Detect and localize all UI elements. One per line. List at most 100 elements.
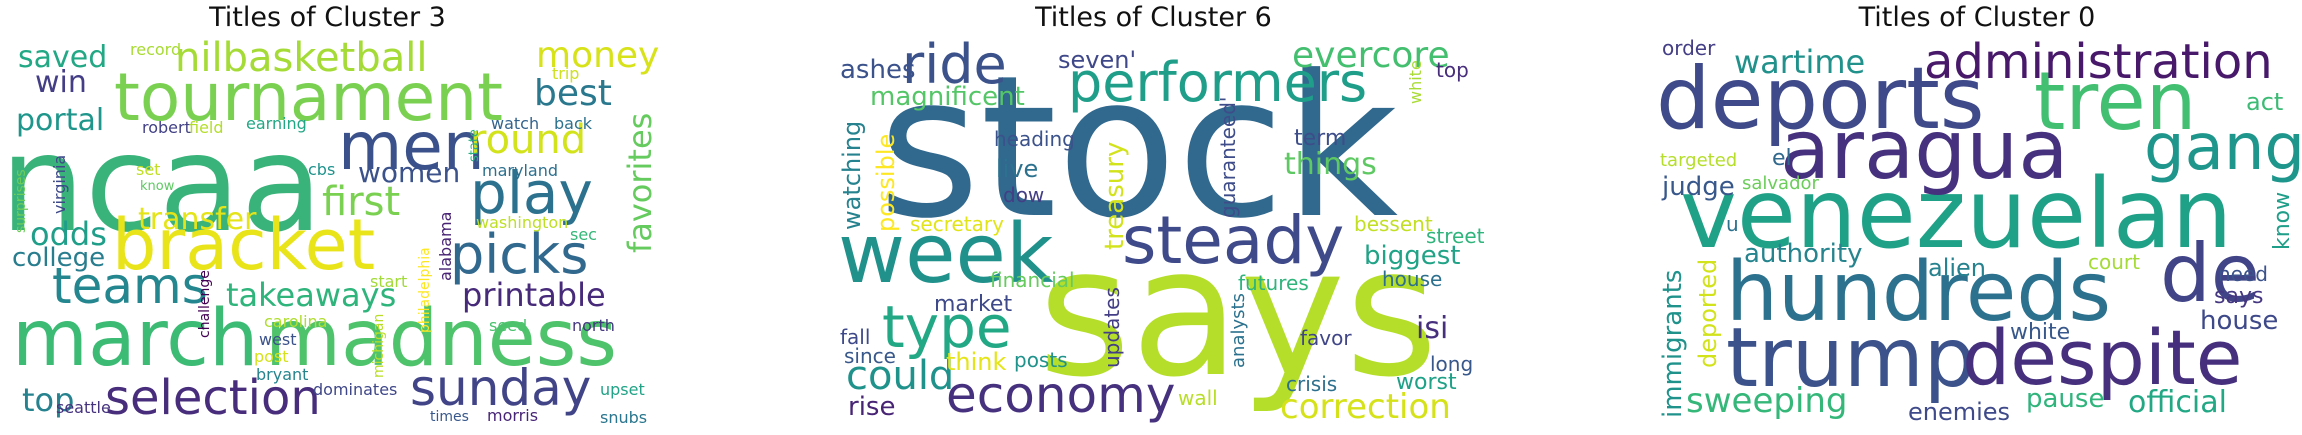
cloud-word: house [2200, 306, 2279, 336]
cloud-word: updates [1100, 287, 1124, 368]
cloud-word: portal [16, 103, 105, 138]
cloud-word: treasury [1100, 141, 1130, 250]
cloud-word: biggest [1364, 241, 1461, 271]
cloud-word: venezuelan [1680, 158, 2233, 270]
cloud-word: west [259, 330, 297, 349]
cloud-word: march [12, 294, 259, 384]
cloud-word: seed [489, 316, 528, 335]
cloud-word: first [322, 179, 401, 225]
cloud-word: start [370, 272, 408, 291]
cloud-word: saved [18, 40, 108, 75]
cloud-word: cbs [308, 160, 336, 179]
cloud-word: house [1382, 267, 1443, 291]
cloud-word: guaranteed' [1216, 96, 1240, 218]
cloud-word: salvador [1742, 173, 1819, 194]
cloud-word: official [2128, 385, 2227, 420]
cloud-word: administration [1924, 34, 2273, 90]
cloud-word: secretary [910, 212, 1004, 236]
cloud-word: michigan [371, 313, 387, 378]
cloud-word: magnificent [870, 82, 1025, 112]
cloud-word: carolina [264, 312, 328, 331]
cloud-word: philadelphia [417, 247, 433, 333]
cloud-word: ashes [840, 55, 916, 85]
cloud-word: correction [1280, 387, 1451, 427]
wordcloud-panel-cluster-3: Titles of Cluster 3 ncaa march madness t… [0, 0, 659, 435]
cloud-word: says [1038, 209, 1438, 416]
panel-title: Titles of Cluster 0 [1858, 2, 2096, 33]
cloud-word: says [2214, 284, 2264, 309]
cloud-word: need [2218, 262, 2268, 286]
cloud-word: watch [491, 114, 540, 133]
cloud-word: bryant [256, 365, 309, 384]
cloud-word: top [1436, 58, 1469, 82]
cloud-word: selection [105, 370, 321, 426]
wordcloud-panel-cluster-0: Titles of Cluster 0 venezuelan deports t… [1652, 0, 2302, 435]
cloud-word: field [189, 118, 224, 137]
cloud-word: challenge [197, 270, 213, 338]
cloud-word: pause [2026, 384, 2105, 414]
cloud-word: term [1294, 126, 1347, 151]
cloud-word: type [882, 293, 1012, 361]
cloud-word: gang [2144, 111, 2302, 185]
cloud-word: stock [878, 34, 1399, 262]
cloud-word: white [2010, 320, 2071, 345]
cloud-word: despite [1962, 313, 2243, 402]
cloud-word: earning [246, 114, 307, 133]
cloud-word: back [554, 114, 593, 133]
cloud-word: know [140, 179, 175, 194]
panel-title: Titles of Cluster 3 [209, 2, 446, 33]
word-cloud: ncaa march madness tournament bracket me… [0, 38, 659, 430]
cloud-word: snubs [600, 408, 648, 427]
cloud-word: morris [487, 406, 539, 425]
cloud-word: isi [1416, 311, 1449, 346]
cloud-word: record [130, 40, 182, 59]
cloud-word: teams [52, 257, 208, 315]
cloud-word: alien [1928, 254, 1987, 282]
cloud-word: madness [265, 294, 617, 384]
cloud-word: things [1284, 147, 1377, 182]
cloud-word: times [430, 409, 469, 425]
panel-title: Titles of Cluster 6 [1035, 2, 1272, 33]
cloud-word: hundreds [1726, 245, 2112, 340]
cloud-word: judge [1662, 172, 1735, 202]
cloud-word: north [572, 316, 615, 335]
cloud-word: worst [1396, 370, 1457, 395]
cloud-word: know [2270, 191, 2295, 250]
cloud-word: favor [1300, 326, 1352, 350]
cloud-word: round [470, 117, 587, 163]
cloud-word: dominates [313, 380, 398, 399]
cloud-word: takeaways [226, 276, 397, 314]
cloud-word: deported [1694, 258, 1722, 368]
cloud-word: could [846, 353, 955, 399]
cloud-word: white [1406, 60, 1425, 104]
cloud-word: long [1430, 352, 1474, 376]
cloud-word: watching [838, 120, 866, 230]
cloud-word: surprises [13, 169, 29, 233]
cloud-word: sunday [410, 359, 592, 417]
cloud-word: live [996, 155, 1039, 183]
cloud-word: alabama [436, 211, 455, 281]
cloud-word: enemies [1908, 398, 2011, 426]
cloud-word: evercore [1292, 35, 1450, 76]
cloud-word: posts [1014, 348, 1068, 372]
cloud-word: performers [1068, 51, 1368, 114]
cloud-word: street [1426, 224, 1485, 248]
cloud-word: sweeping [1686, 381, 1848, 421]
cloud-word: seven' [1058, 46, 1137, 74]
cloud-word: steady [1122, 202, 1345, 279]
cloud-word: tren [2034, 55, 2197, 148]
cloud-word: win [35, 65, 87, 100]
cloud-word: washington [476, 213, 569, 232]
cloud-word: odds [30, 215, 107, 253]
cloud-word: post [254, 347, 289, 366]
cloud-word: targeted [1660, 150, 1738, 171]
cloud-word: court [2088, 250, 2140, 274]
cloud-word: fall [840, 325, 871, 349]
cloud-word: women [358, 156, 461, 189]
cloud-word: economy [946, 366, 1176, 424]
cloud-word: bessent [1354, 212, 1433, 236]
cloud-word: analysts [1228, 293, 1249, 368]
cloud-word: ncaa [0, 106, 323, 262]
cloud-word: transfer [138, 202, 257, 237]
cloud-word: play [470, 159, 593, 227]
